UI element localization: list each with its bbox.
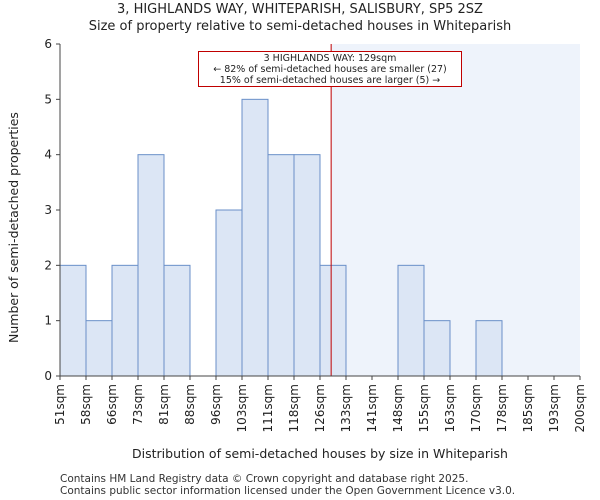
histogram-bar [475, 320, 503, 377]
histogram-bar [215, 209, 243, 377]
annotation-line-1: 3 HIGHLANDS WAY: 129sqm [263, 53, 397, 64]
x-tick-label: 58sqm [79, 384, 93, 425]
marker-annotation: 3 HIGHLANDS WAY: 129sqm ← 82% of semi-de… [198, 51, 462, 87]
chart-subtitle: Size of property relative to semi-detach… [88, 19, 512, 34]
y-tick-label: 4 [44, 148, 52, 162]
x-tick-label: 178sqm [495, 384, 509, 432]
x-tick-label: 126sqm [313, 384, 327, 432]
larger-region-shade [331, 44, 580, 376]
y-axis-label: Number of semi-detached properties [6, 112, 21, 343]
x-tick-label: 73sqm [131, 384, 145, 425]
x-tick-label: 200sqm [573, 384, 587, 432]
histogram-bar [59, 264, 87, 377]
histogram-bar [241, 98, 269, 377]
x-tick-label: 81sqm [157, 384, 171, 425]
x-tick-label: 51sqm [53, 384, 67, 425]
histogram-bar [319, 264, 347, 377]
footer-line-1: Contains HM Land Registry data © Crown c… [60, 473, 469, 485]
y-tick-label: 1 [44, 314, 52, 328]
annotation-line-3: 15% of semi-detached houses are larger (… [219, 75, 441, 86]
x-tick-label: 111sqm [261, 384, 275, 432]
y-tick-label: 3 [44, 203, 52, 217]
x-axis-label: Distribution of semi-detached houses by … [132, 446, 508, 461]
x-tick-label: 103sqm [235, 384, 249, 432]
x-tick-label: 155sqm [417, 384, 431, 432]
x-tick-label: 88sqm [183, 384, 197, 425]
x-tick-label: 141sqm [365, 384, 379, 432]
histogram-bar [163, 264, 191, 377]
y-tick-label: 2 [44, 258, 52, 272]
x-tick-label: 66sqm [105, 384, 119, 425]
x-tick-label: 96sqm [209, 384, 223, 425]
chart-title: 3, HIGHLANDS WAY, WHITEPARISH, SALISBURY… [117, 2, 483, 17]
histogram-bar [85, 320, 113, 377]
x-tick-label: 118sqm [287, 384, 301, 432]
histogram-bar [397, 264, 425, 377]
x-tick-label: 148sqm [391, 384, 405, 432]
y-tick-label: 6 [44, 37, 52, 51]
y-tick-label: 5 [44, 92, 52, 106]
x-tick-label: 163sqm [443, 384, 457, 432]
x-tick-label: 185sqm [521, 384, 535, 432]
annotation-line-2: ← 82% of semi-detached houses are smalle… [213, 64, 447, 75]
x-tick-label: 193sqm [547, 384, 561, 432]
histogram-bar [137, 154, 165, 377]
histogram-bar [267, 154, 295, 377]
histogram-bar [293, 154, 321, 377]
x-tick-label: 170sqm [469, 384, 483, 432]
histogram-bar [111, 264, 139, 377]
footer-line-2: Contains public sector information licen… [60, 485, 516, 497]
x-tick-label: 133sqm [339, 384, 353, 432]
y-tick-label: 0 [44, 369, 52, 383]
histogram-bar [423, 320, 451, 377]
